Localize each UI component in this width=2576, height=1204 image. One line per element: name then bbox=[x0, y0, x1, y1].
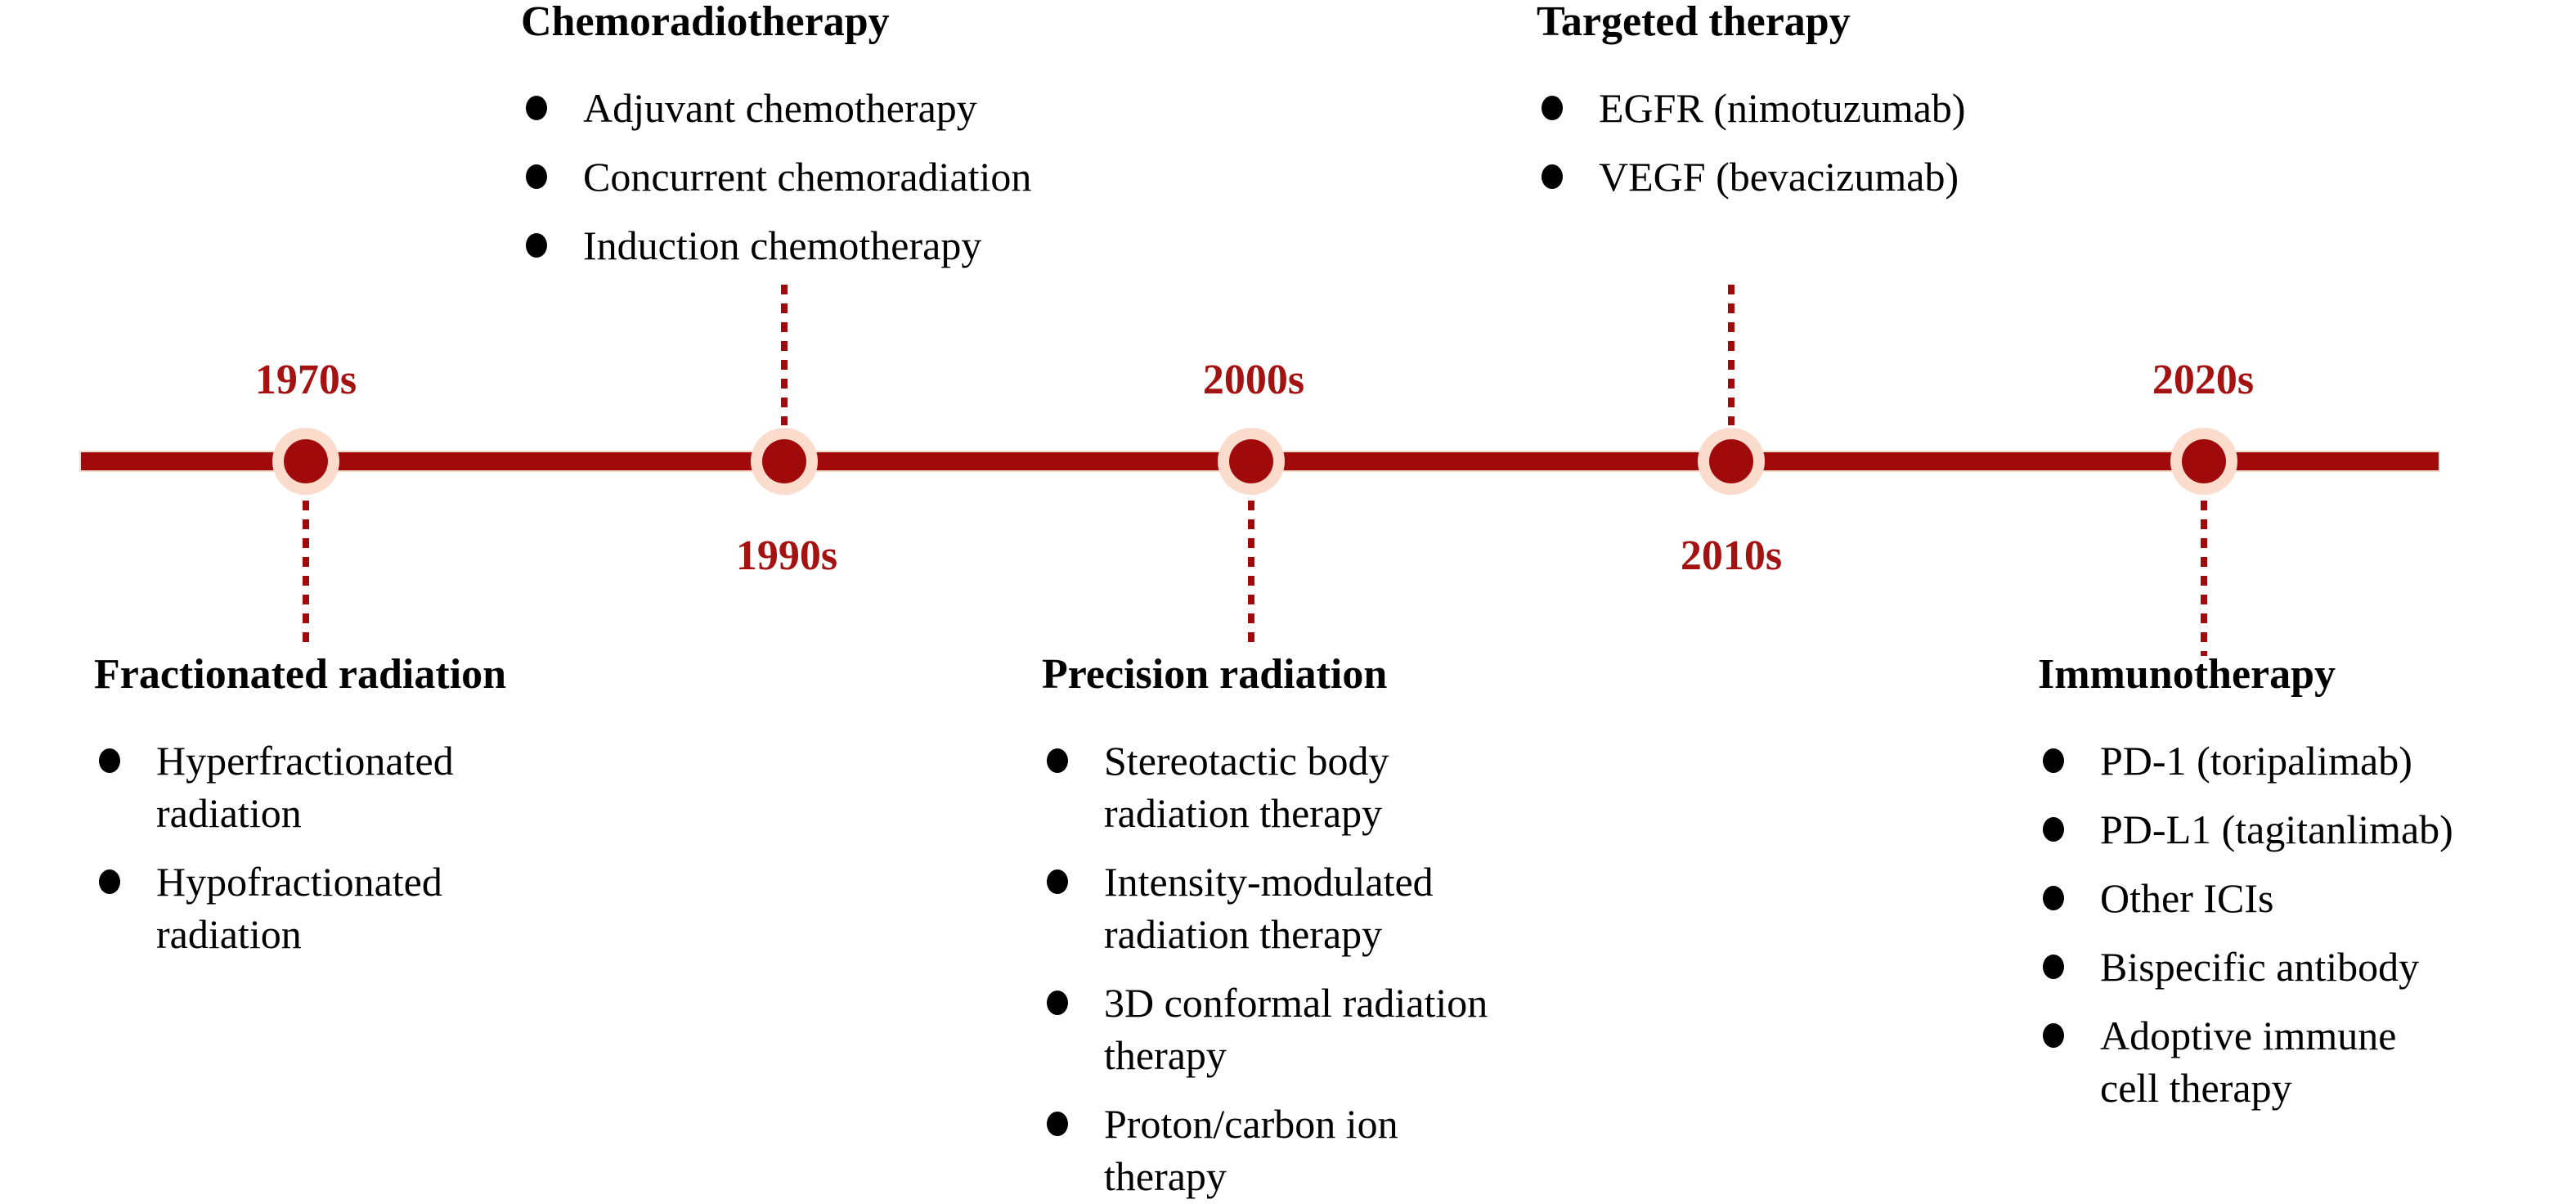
year-label-2020s: 2020s bbox=[2152, 357, 2255, 403]
connector-1970s bbox=[303, 501, 309, 645]
bullet-dot-icon bbox=[526, 164, 547, 189]
bullet-dot-icon bbox=[99, 748, 120, 773]
bullet-list: Adjuvant chemotherapy Concurrent chemorad… bbox=[521, 82, 1159, 272]
bullet-item-text: 3D conformal radiation therapy bbox=[1104, 980, 1488, 1078]
node-dot-icon bbox=[1229, 439, 1273, 483]
bullet-list: EGFR (nimotuzumab) VEGF (bevacizumab) bbox=[1537, 82, 2174, 203]
node-dot-icon bbox=[1709, 439, 1753, 483]
timeline-node-2000s bbox=[1218, 428, 1285, 495]
block-immunotherapy: Immunotherapy PD-1 (toripalimab) PD-L1 (t… bbox=[2038, 650, 2576, 1130]
bullet-item-text: PD-1 (toripalimab) bbox=[2100, 738, 2412, 784]
block-title: Chemoradiotherapy bbox=[521, 0, 890, 45]
bullet-item-text: Adoptive immune cell therapy bbox=[2100, 1013, 2397, 1111]
bullet-dot-icon bbox=[2043, 817, 2064, 842]
bullet-item-text: Induction chemotherapy bbox=[583, 222, 982, 268]
bullet-item: 3D conformal radiation therapy bbox=[1047, 977, 1598, 1081]
bullet-item: EGFR (nimotuzumab) bbox=[1542, 82, 2174, 134]
year-label-1990s: 1990s bbox=[735, 532, 838, 579]
bullet-dot-icon bbox=[1047, 869, 1068, 894]
block-targeted-therapy: Targeted therapy EGFR (nimotuzumab) VEGF … bbox=[1537, 0, 2174, 219]
block-chemoradiotherapy: Chemoradiotherapy Adjuvant chemotherapy C… bbox=[521, 0, 1159, 288]
bullet-item-text: PD-L1 (tagitanlimab) bbox=[2100, 806, 2453, 852]
bullet-item-text: Stereotactic body radiation therapy bbox=[1104, 738, 1389, 836]
node-dot-icon bbox=[762, 439, 806, 483]
year-label-1970s: 1970s bbox=[254, 357, 357, 403]
node-dot-icon bbox=[2182, 439, 2226, 483]
bullet-item-text: Adjuvant chemotherapy bbox=[583, 85, 977, 131]
bullet-item-text: EGFR (nimotuzumab) bbox=[1599, 85, 1966, 131]
timeline-node-1970s bbox=[272, 428, 339, 495]
node-dot-icon bbox=[284, 439, 328, 483]
bullet-dot-icon bbox=[2043, 1023, 2064, 1048]
bullet-dot-icon bbox=[1047, 748, 1068, 773]
bullet-item-text: Hyperfractionated radiation bbox=[156, 738, 454, 836]
block-title: Fractionated radiation bbox=[94, 651, 507, 698]
bullet-dot-icon bbox=[526, 96, 547, 120]
timeline-node-2010s bbox=[1698, 428, 1765, 495]
bullet-item: PD-1 (toripalimab) bbox=[2043, 735, 2576, 787]
connector-2000s bbox=[1248, 501, 1254, 645]
bullet-dot-icon bbox=[1542, 96, 1563, 120]
bullet-dot-icon bbox=[2043, 955, 2064, 979]
bullet-dot-icon bbox=[1047, 1112, 1068, 1136]
bullet-item: Hyperfractionated radiation bbox=[99, 735, 617, 839]
bullet-item-text: VEGF (bevacizumab) bbox=[1599, 154, 1959, 200]
bullet-item-text: Bispecific antibody bbox=[2100, 944, 2420, 990]
timeline-node-2020s bbox=[2170, 428, 2237, 495]
connector-1990s bbox=[781, 285, 788, 425]
bullet-dot-icon bbox=[1047, 991, 1068, 1015]
bullet-item: PD-L1 (tagitanlimab) bbox=[2043, 803, 2576, 856]
bullet-item-text: Proton/carbon ion therapy bbox=[1104, 1101, 1398, 1199]
block-title: Immunotherapy bbox=[2038, 651, 2336, 698]
timeline-node-1990s bbox=[751, 428, 818, 495]
bullet-item: Bispecific antibody bbox=[2043, 941, 2576, 993]
block-fractionated-radiation: Fractionated radiation Hyperfractionated… bbox=[94, 650, 617, 977]
connector-2020s bbox=[2201, 501, 2207, 656]
bullet-item: Intensity-modulated radiation therapy bbox=[1047, 856, 1598, 960]
bullet-item: Concurrent chemoradiation bbox=[526, 150, 1159, 203]
bullet-dot-icon bbox=[99, 869, 120, 894]
year-label-2000s: 2000s bbox=[1202, 357, 1305, 403]
bullet-item-text: Concurrent chemoradiation bbox=[583, 154, 1032, 200]
bullet-item: Adoptive immune cell therapy bbox=[2043, 1009, 2576, 1114]
year-label-2010s: 2010s bbox=[1680, 532, 1783, 579]
block-title: Precision radiation bbox=[1042, 651, 1388, 698]
connector-2010s bbox=[1728, 285, 1735, 425]
bullet-list: Hyperfractionated radiation Hypofractionat… bbox=[94, 735, 617, 960]
bullet-dot-icon bbox=[1542, 164, 1563, 189]
bullet-item: Other ICIs bbox=[2043, 872, 2576, 924]
bullet-item: Induction chemotherapy bbox=[526, 219, 1159, 272]
bullet-item-text: Other ICIs bbox=[2100, 875, 2274, 921]
bullet-list: Stereotactic body radiation therapy Intens… bbox=[1042, 735, 1598, 1202]
bullet-dot-icon bbox=[2043, 886, 2064, 910]
block-title: Targeted therapy bbox=[1537, 0, 1851, 45]
bullet-dot-icon bbox=[2043, 748, 2064, 773]
bullet-dot-icon bbox=[526, 233, 547, 258]
block-precision-radiation: Precision radiation Stereotactic body rad… bbox=[1042, 650, 1598, 1204]
bullet-item: Proton/carbon ion therapy bbox=[1047, 1098, 1598, 1202]
bullet-list: PD-1 (toripalimab) PD-L1 (tagitanlimab) Ot… bbox=[2038, 735, 2576, 1114]
bullet-item: Hypofractionated radiation bbox=[99, 856, 617, 960]
bullet-item: Adjuvant chemotherapy bbox=[526, 82, 1159, 134]
bullet-item: VEGF (bevacizumab) bbox=[1542, 150, 2174, 203]
bullet-item: Stereotactic body radiation therapy bbox=[1047, 735, 1598, 839]
bullet-item-text: Intensity-modulated radiation therapy bbox=[1104, 859, 1434, 957]
bullet-item-text: Hypofractionated radiation bbox=[156, 859, 442, 957]
